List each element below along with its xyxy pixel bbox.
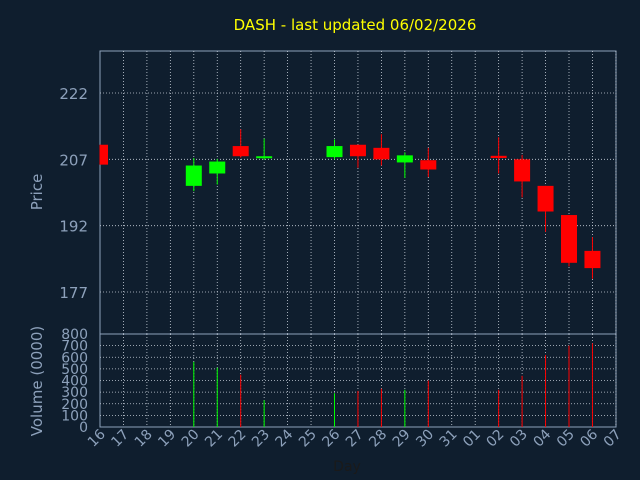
candle-04 [537, 185, 554, 232]
x-tick-label: 28 [366, 427, 390, 451]
volume-tick-label: 400 [61, 374, 88, 390]
x-tick-label: 04 [530, 426, 554, 450]
candle-body [561, 215, 577, 263]
x-tick-label: 02 [484, 427, 508, 451]
candle-body [100, 144, 108, 165]
x-tick-label: 27 [343, 427, 367, 451]
x-tick-label: 23 [249, 427, 273, 451]
x-tick-label: 03 [507, 427, 531, 451]
x-tick-label: 26 [319, 426, 343, 450]
candle-body [537, 185, 554, 212]
x-tick-label: 22 [226, 427, 250, 451]
candle-02 [490, 137, 507, 174]
price-panel: 177 192 207 222 [59, 50, 617, 335]
x-axis-label: Day [333, 459, 361, 475]
candle-06 [584, 237, 601, 279]
x-tick-label: 21 [202, 427, 226, 451]
candle-21 [209, 158, 226, 185]
volume-tick-label: 600 [61, 350, 88, 366]
candle-03 [514, 154, 531, 198]
candle-30 [420, 147, 437, 178]
x-tick-label: 25 [296, 427, 320, 451]
x-tick-label: 07 [601, 427, 625, 451]
candle-16 [99, 144, 108, 165]
candle-body [420, 160, 437, 170]
price-tick-label: 192 [59, 218, 88, 236]
price-tick-label: 177 [59, 284, 88, 302]
candle-body [349, 144, 366, 157]
candle-body [232, 146, 249, 157]
candle-body [326, 146, 343, 158]
x-tick-label: 16 [85, 426, 109, 450]
x-tick-label: 06 [577, 426, 601, 450]
x-tick-label: 05 [554, 427, 578, 451]
candle-29 [396, 152, 413, 178]
candle-23 [256, 138, 273, 160]
x-tick-label: 01 [460, 427, 484, 451]
candle-body [185, 165, 202, 186]
x-tick-labels: 16 17 18 19 20 21 22 23 24 25 26 27 28 29 30 31 01 02 03 04… [85, 426, 625, 450]
candle-body [373, 147, 390, 160]
volume-tick-label: 0 [79, 420, 88, 436]
candle-body [209, 161, 226, 174]
volume-tick-label: 100 [61, 408, 88, 424]
volume-tick-label: 200 [61, 397, 88, 413]
price-tick-label: 207 [59, 151, 88, 169]
candle-body [584, 250, 601, 269]
candle-body [396, 155, 413, 163]
price-axis-label: Price [28, 174, 46, 211]
price-tick-label: 222 [59, 85, 88, 103]
x-tick-label: 30 [413, 427, 437, 451]
x-tick-label: 31 [437, 427, 461, 451]
candle-05 [561, 215, 577, 267]
volume-tick-label: 800 [61, 327, 88, 343]
candle-22 [232, 129, 249, 158]
chart-title: DASH - last updated 06/02/2026 [234, 16, 477, 34]
candle-27 [349, 144, 366, 168]
x-tick-label: 29 [390, 427, 414, 451]
x-tick-label: 19 [155, 427, 179, 451]
candle-body [514, 159, 531, 182]
x-tick-label: 17 [108, 427, 132, 451]
x-tick-label: 24 [273, 426, 297, 450]
candle-26 [326, 139, 343, 160]
x-tick-label: 20 [179, 427, 203, 451]
candle-20 [185, 158, 202, 192]
volume-tick-label: 700 [61, 339, 88, 355]
volume-tick-label: 300 [61, 385, 88, 401]
candle-body [490, 155, 507, 159]
volume-axis-label: Volume (0000) [28, 326, 46, 436]
candle-body [256, 156, 273, 159]
volume-tick-label: 500 [61, 362, 88, 378]
candle-28 [373, 134, 390, 166]
x-tick-label: 18 [132, 427, 156, 451]
